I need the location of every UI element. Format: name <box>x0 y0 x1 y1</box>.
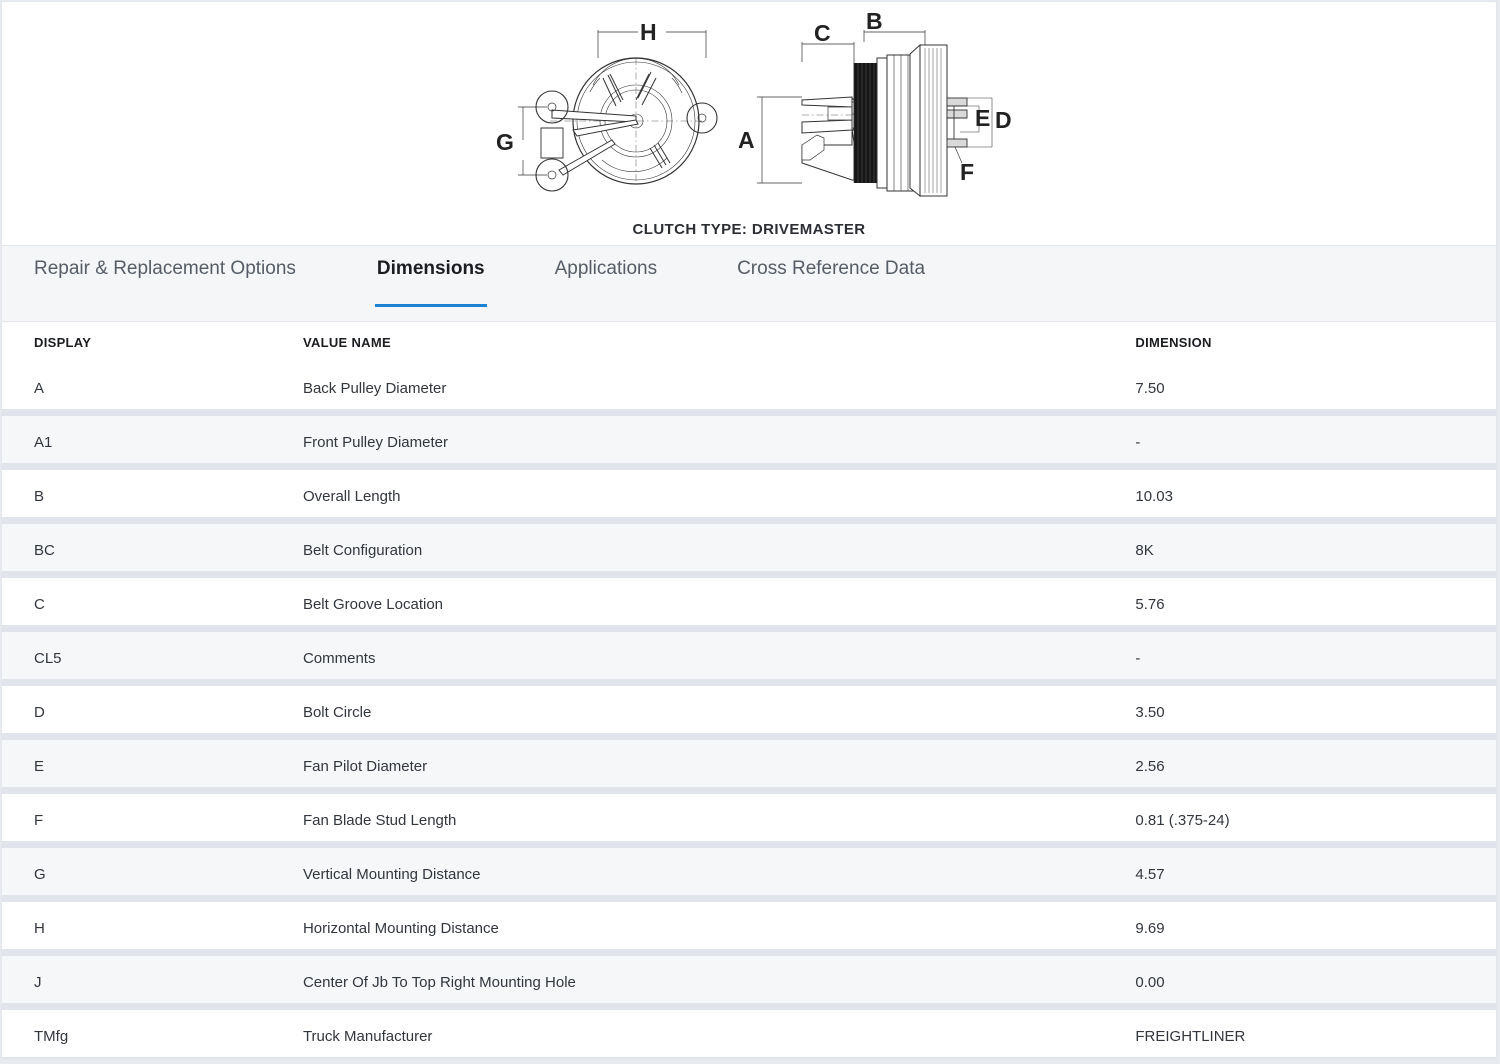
svg-text:H: H <box>640 19 657 45</box>
svg-text:B: B <box>866 10 883 34</box>
svg-text:A: A <box>738 127 755 153</box>
svg-text:C: C <box>814 20 831 46</box>
svg-text:F: F <box>960 159 974 185</box>
svg-text:G: G <box>496 129 514 155</box>
svg-text:D: D <box>995 107 1012 133</box>
svg-text:E: E <box>975 105 990 131</box>
